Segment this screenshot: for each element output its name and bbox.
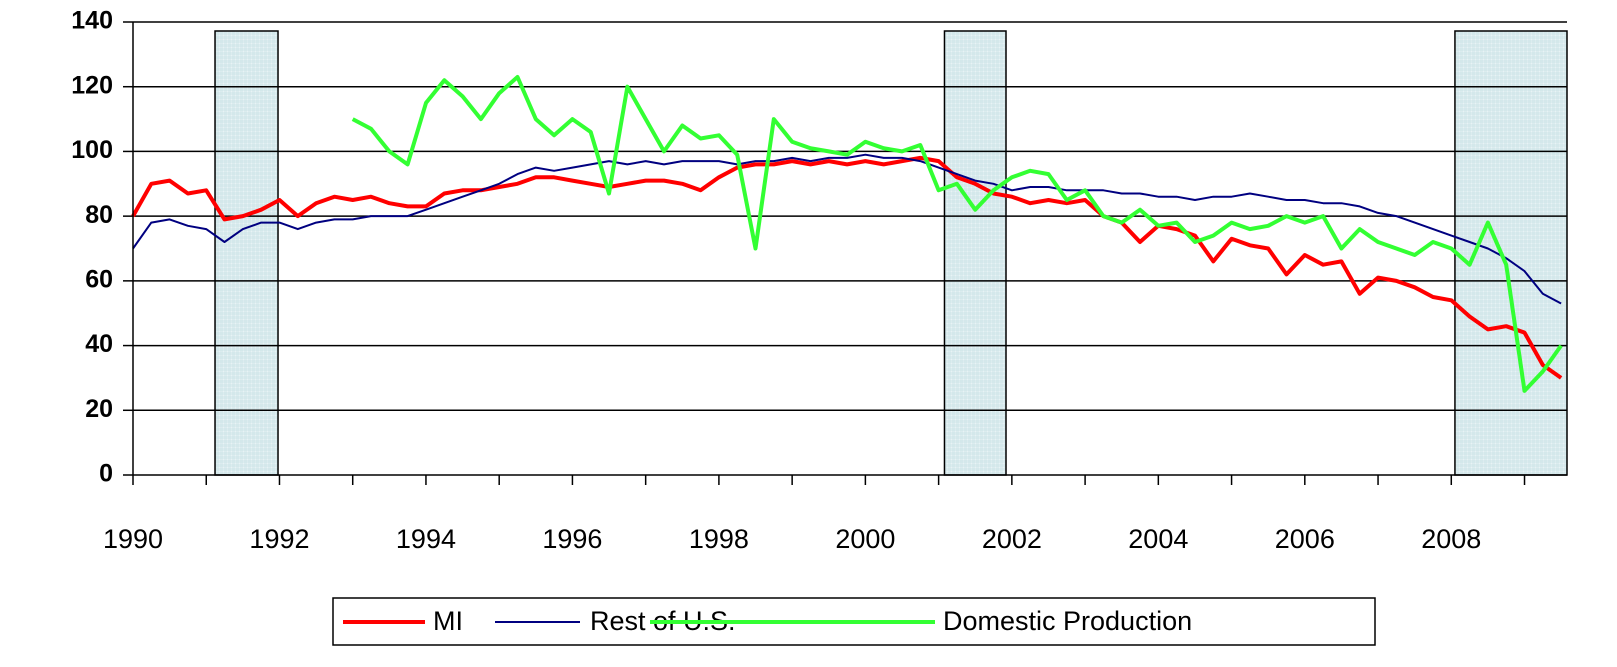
y-tick-label: 120 xyxy=(71,71,113,99)
recession-band xyxy=(1454,30,1568,476)
series-line xyxy=(131,155,1563,380)
x-tick-label: 1992 xyxy=(249,524,309,554)
y-tick-label: 80 xyxy=(85,201,113,229)
x-tick-label: 2006 xyxy=(1275,524,1335,554)
recession-band xyxy=(943,30,1007,476)
y-tick-label: 20 xyxy=(85,395,113,423)
series-line xyxy=(132,153,1562,305)
recession-band xyxy=(214,30,279,476)
x-tick-label: 2002 xyxy=(982,524,1042,554)
y-tick-label: 140 xyxy=(71,7,113,35)
x-tick-label: 2000 xyxy=(835,524,895,554)
x-tick-label: 1998 xyxy=(689,524,749,554)
y-tick-label: 0 xyxy=(99,460,113,488)
x-tick-label: 1996 xyxy=(542,524,602,554)
legend-label: MI xyxy=(433,606,463,636)
y-tick-label: 100 xyxy=(71,136,113,164)
x-tick-label: 2004 xyxy=(1128,524,1188,554)
x-tick-label: 1994 xyxy=(396,524,456,554)
x-tick-label: 2008 xyxy=(1421,524,1481,554)
x-tick-label: 1990 xyxy=(103,524,163,554)
y-tick-label: 40 xyxy=(85,330,113,358)
legend-label: Domestic Production xyxy=(943,606,1192,636)
series-line xyxy=(351,75,1563,393)
y-tick-label: 60 xyxy=(85,265,113,293)
